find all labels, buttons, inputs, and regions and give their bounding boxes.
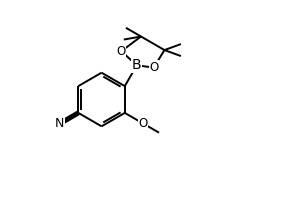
Text: O: O [149,61,158,74]
Text: N: N [55,117,64,130]
Text: O: O [117,45,126,58]
Text: O: O [139,117,148,130]
Text: B: B [132,58,142,72]
